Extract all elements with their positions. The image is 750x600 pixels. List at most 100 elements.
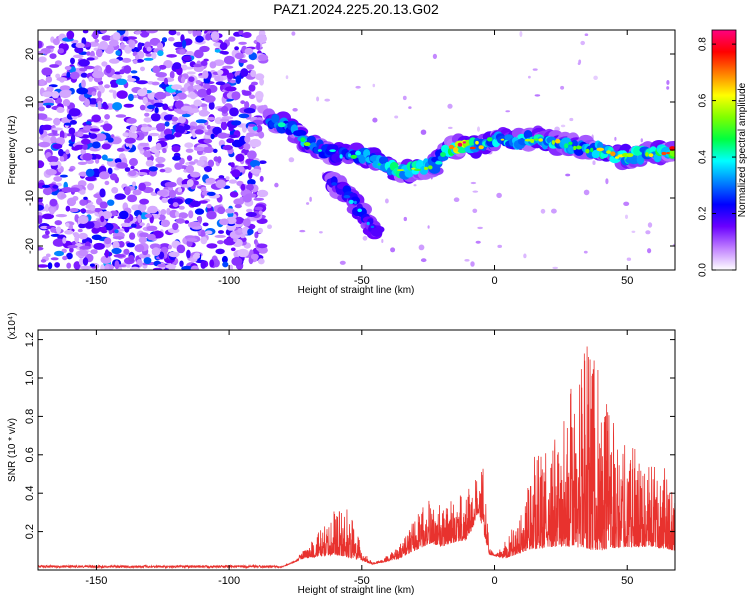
signal-track-core (626, 153, 634, 158)
noise-cell (38, 106, 45, 112)
noise-cell (258, 246, 268, 254)
noise-cell (104, 114, 110, 120)
noise-cell (97, 90, 102, 98)
faint-noise-cell (390, 247, 396, 253)
noise-cell (109, 58, 120, 64)
x-tick-label: 50 (621, 275, 633, 287)
faint-noise-cell (403, 216, 407, 222)
noise-cell (144, 112, 150, 117)
noise-cell (42, 102, 55, 106)
noise-cell (195, 30, 202, 37)
noise-cell (115, 78, 128, 86)
noise-cell (45, 45, 55, 49)
noise-cell (147, 134, 153, 143)
noise-cell (59, 130, 65, 140)
signal-track-cell (295, 129, 307, 137)
noise-cell (68, 108, 81, 117)
noise-cell (208, 101, 215, 110)
faint-noise-cell (447, 103, 453, 109)
noise-cell (256, 34, 267, 43)
noise-cell (51, 91, 60, 99)
noise-cell (114, 260, 120, 270)
noise-cell (258, 131, 265, 139)
faint-noise-cell (420, 258, 427, 263)
noise-cell (225, 208, 235, 214)
faint-noise-cell (408, 106, 412, 109)
noise-cell (258, 160, 267, 164)
faint-noise-cell (645, 230, 651, 235)
noise-cell (140, 66, 145, 72)
noise-cell (248, 123, 256, 127)
signal-track-core (555, 138, 561, 144)
noise-cell (215, 248, 225, 255)
branch-track-core (343, 195, 351, 199)
faint-noise-cell (288, 157, 295, 163)
noise-cell (90, 206, 96, 211)
noise-cell (193, 64, 203, 68)
signal-track-core (462, 141, 466, 144)
noise-cell (38, 160, 45, 169)
noise-cell (123, 248, 130, 255)
signal-track-core (457, 142, 463, 147)
noise-cell (62, 237, 67, 244)
noise-cell (98, 84, 104, 90)
noise-cell (98, 40, 109, 50)
noise-cell (129, 158, 138, 167)
noise-cell (67, 245, 78, 249)
noise-cell (94, 39, 100, 43)
noise-cell (164, 181, 177, 188)
noise-cell (179, 260, 184, 267)
noise-cell (102, 101, 108, 109)
noise-cell (88, 41, 100, 47)
noise-cell (155, 156, 166, 163)
noise-cell (137, 42, 143, 51)
noise-cell (56, 77, 68, 82)
noise-cell (184, 142, 194, 148)
noise-cell (77, 161, 87, 165)
noise-cell (254, 90, 264, 100)
noise-cell (82, 153, 93, 161)
noise-cell (188, 210, 194, 219)
noise-cell (173, 95, 180, 101)
snr-frame (37, 329, 676, 571)
noise-cell (66, 262, 72, 269)
noise-cell (129, 232, 136, 240)
noise-cell (186, 239, 193, 247)
noise-cell (165, 264, 177, 269)
faint-noise-cell (477, 126, 480, 132)
noise-cell (176, 31, 181, 36)
noise-cell (64, 122, 72, 126)
noise-cell (169, 71, 175, 79)
noise-cell (91, 114, 101, 123)
y-tick-label: 0.6 (24, 447, 36, 462)
faint-noise-cell (540, 208, 546, 214)
noise-cell (221, 51, 229, 55)
signal-track-core (590, 147, 594, 153)
faint-noise-cell (666, 80, 670, 85)
branch-track-cell (370, 227, 383, 237)
faint-noise-cell (578, 59, 582, 65)
noise-cell (85, 168, 95, 177)
x-tick-label: 0 (491, 575, 497, 587)
signal-track-core (530, 138, 535, 143)
noise-cell (248, 84, 256, 92)
noise-cell (244, 101, 250, 109)
colorbar-tick-label: 0.6 (698, 93, 709, 107)
noise-cell (115, 114, 127, 118)
noise-cell (195, 35, 204, 43)
noise-cell (255, 124, 263, 133)
noise-cell (229, 134, 238, 139)
signal-track-core (377, 163, 381, 166)
noise-cell (215, 81, 226, 86)
noise-cell (186, 155, 193, 162)
noise-cell (85, 121, 92, 125)
faint-noise-cell (472, 208, 478, 213)
faint-noise-cell (532, 68, 538, 71)
noise-cell (127, 194, 138, 203)
y-tick-label: -20 (24, 238, 36, 254)
noise-cell (50, 257, 59, 261)
noise-cell (220, 121, 228, 131)
faint-noise-cell (631, 230, 636, 233)
spectrogram-heatmap (38, 30, 675, 270)
spectrogram-y-label: Frequency (Hz) (7, 116, 18, 185)
